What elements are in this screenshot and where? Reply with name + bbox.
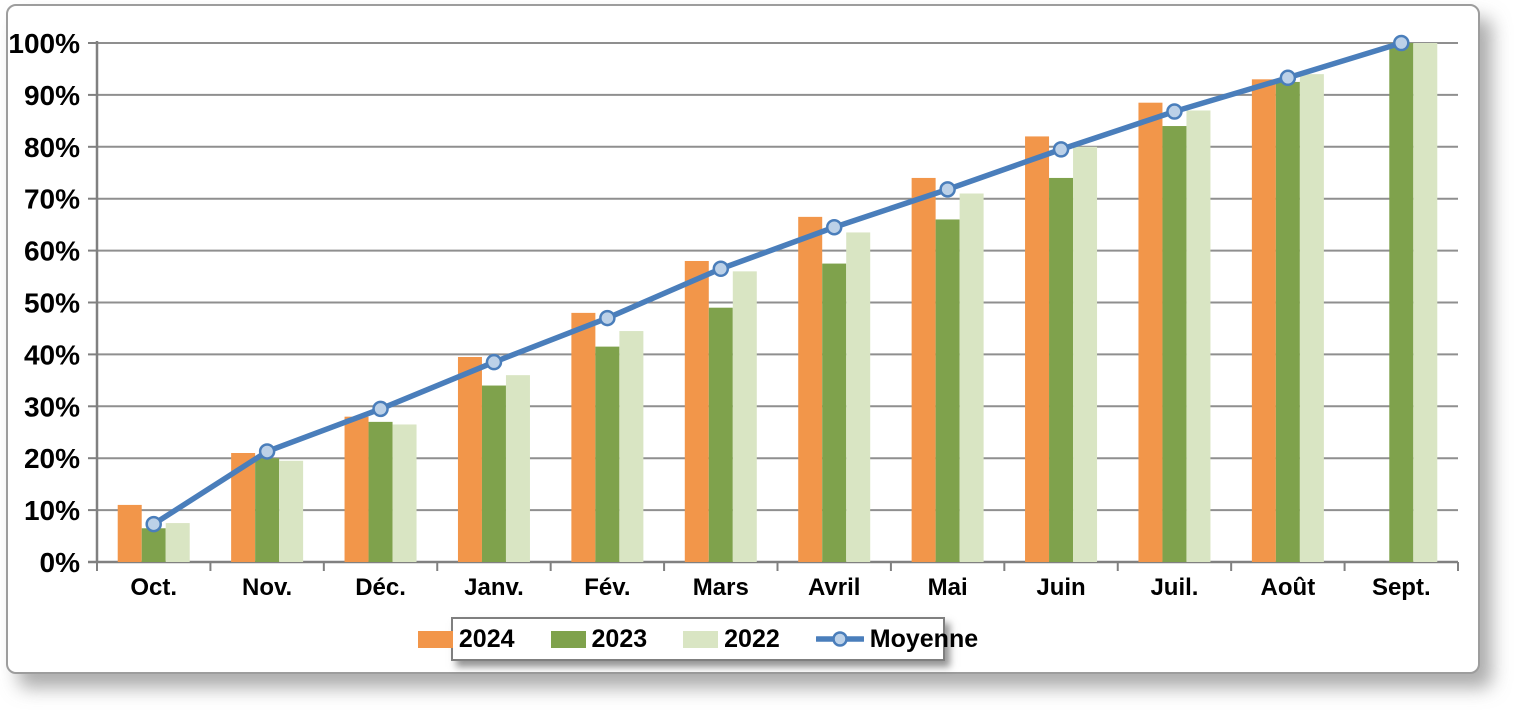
- x-axis-label: Nov.: [242, 574, 292, 601]
- y-axis-label: 100%: [8, 28, 80, 59]
- y-axis-label: 50%: [24, 288, 80, 319]
- bar-2022-Mars: [732, 271, 757, 562]
- y-axis-label: 40%: [24, 339, 80, 370]
- x-axis-label: Sept.: [1372, 574, 1431, 601]
- x-axis-label: Oct.: [130, 574, 177, 601]
- bar-2023-Fév: [595, 346, 620, 562]
- bar-2022-Août: [1299, 74, 1324, 562]
- x-axis-label: Juil.: [1150, 574, 1198, 601]
- bar-2023-Août: [1275, 81, 1300, 563]
- legend-label-2022: 2022: [724, 624, 780, 653]
- legend-label-2023: 2023: [591, 624, 648, 653]
- line-Moyenne: [150, 40, 1405, 527]
- marker-Moyenne-Août: [1279, 69, 1297, 87]
- marker-Moyenne-Déc: [372, 400, 389, 418]
- marker-Moyenne-Juil: [1166, 103, 1183, 120]
- y-axis-label: 80%: [24, 132, 80, 163]
- legend-swatch-2023: [550, 630, 586, 648]
- marker-Moyenne-Avril: [825, 218, 843, 236]
- bar-2024-Juin: [1025, 136, 1050, 563]
- marker-Moyenne-Juin: [1052, 141, 1070, 158]
- x-axis-label: Juin: [1036, 574, 1085, 601]
- bar-2022-Juin: [1073, 146, 1098, 563]
- bar-2024-Oct: [117, 504, 142, 562]
- legend-swatch-2022: [683, 630, 719, 648]
- marker-Moyenne-Oct: [145, 515, 162, 533]
- bar-2022-Avril: [846, 232, 871, 562]
- y-axis-label: 90%: [24, 80, 80, 111]
- x-axis-label: Mai: [928, 574, 968, 601]
- x-axis-label: Déc.: [355, 574, 406, 601]
- legend-item-2023: 2023: [550, 624, 648, 653]
- bar-2022-Déc: [392, 424, 417, 562]
- bar-2024-Déc: [344, 416, 369, 562]
- legend-item-2022: 2022: [683, 624, 780, 653]
- bar-2022-Janv: [505, 375, 530, 562]
- y-axis-label: 70%: [24, 184, 80, 215]
- legend-item-moyenne: Moyenne: [815, 624, 979, 653]
- bar-2023-Oct: [141, 528, 166, 562]
- bar-2023-Janv: [481, 385, 506, 562]
- y-axis-label: 10%: [24, 495, 80, 526]
- bar-2024-Fév: [571, 312, 596, 562]
- bar-2024-Juil: [1138, 102, 1163, 562]
- bar-2024-Mars: [684, 260, 709, 562]
- y-axis-label: 20%: [24, 443, 80, 474]
- bar-2023-Mai: [935, 219, 960, 562]
- legend-label-moyenne: Moyenne: [869, 624, 979, 653]
- marker-Moyenne-Janv: [485, 353, 503, 371]
- marker-Moyenne-Nov: [258, 443, 276, 460]
- legend-item-2024: 2024: [417, 624, 515, 653]
- x-axis-label: Fév.: [584, 574, 630, 601]
- bar-2023-Avril: [822, 263, 847, 562]
- bar-2022-Sept: [1413, 43, 1438, 562]
- bar-2024-Mai: [911, 177, 936, 562]
- bar-2023-Mars: [708, 307, 733, 562]
- bar-2023-Juil: [1162, 126, 1187, 562]
- y-axis-label: 0%: [40, 547, 81, 578]
- x-axis-label: Août: [1261, 574, 1316, 601]
- bar-2023-Juin: [1049, 177, 1074, 562]
- bar-2022-Oct: [165, 523, 190, 562]
- x-axis-label: Avril: [808, 574, 860, 601]
- marker-Moyenne-Mai: [939, 181, 956, 198]
- bar-2022-Fév: [619, 331, 644, 562]
- bar-2022-Juil: [1186, 110, 1211, 562]
- bar-2023-Sept: [1389, 43, 1414, 562]
- y-axis-label: 30%: [24, 391, 80, 422]
- legend-swatch-2024: [417, 630, 453, 648]
- legend-line-marker-icon: [815, 631, 864, 647]
- marker-Moyenne-Sept: [1393, 34, 1410, 52]
- marker-Moyenne-Mars: [712, 260, 730, 278]
- legend-label-2024: 2024: [458, 624, 515, 653]
- bar-2024-Avril: [798, 216, 823, 563]
- x-axis-label: Janv.: [464, 574, 524, 601]
- x-axis-label: Mars: [693, 574, 749, 601]
- bar-2023-Déc: [368, 421, 393, 562]
- marker-Moyenne-Fév: [599, 309, 616, 327]
- bar-2024-Janv: [457, 356, 482, 562]
- bar-2024-Août: [1251, 79, 1276, 562]
- bar-2022-Nov: [279, 460, 304, 562]
- y-axis-label: 60%: [24, 236, 80, 267]
- chart-legend: 2024 2023 2022 Moyenne: [417, 617, 978, 661]
- bar-2023-Nov: [255, 458, 280, 562]
- bar-2022-Mai: [959, 193, 984, 562]
